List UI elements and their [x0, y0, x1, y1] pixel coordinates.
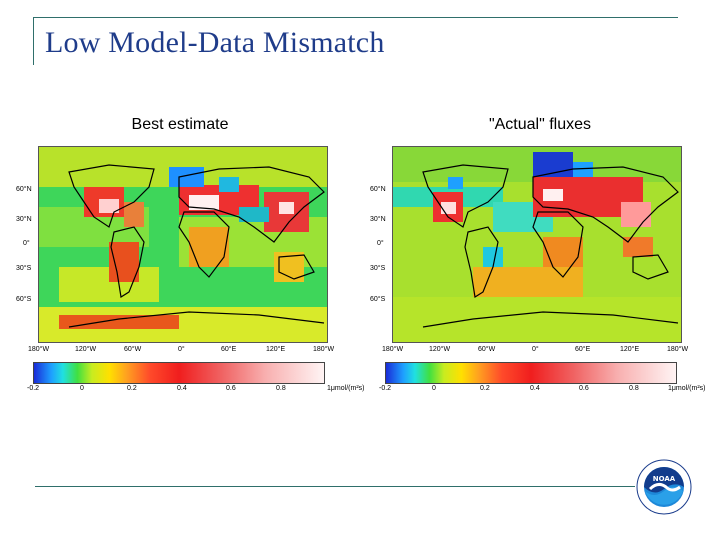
colorbar-unit: 1μmol/(m²s) [327, 385, 365, 392]
colorbar-tick: 0.6 [226, 385, 236, 392]
map-best-estimate [38, 146, 328, 343]
bottom-rule [35, 486, 635, 487]
colorbar-tick: 0.2 [480, 385, 490, 392]
lon-label: 60°W [124, 346, 142, 353]
lat-label: 0° [23, 240, 30, 247]
colorbar-actual-fluxes [385, 362, 677, 384]
lat-label: 0° [377, 240, 384, 247]
lat-label: 30°N [16, 216, 32, 223]
noaa-logo-icon: NOAA [636, 459, 692, 515]
top-rule [33, 17, 678, 18]
lon-label: 180°W [313, 346, 335, 353]
lon-label: 60°E [575, 346, 591, 353]
lon-label: 60°W [478, 346, 496, 353]
lon-label: 120°W [75, 346, 97, 353]
colorbar-tick: 0.8 [629, 385, 639, 392]
slide-title: Low Model-Data Mismatch [45, 26, 385, 59]
colorbar-unit: 1μmol/(m²s) [668, 385, 706, 392]
lat-label: 60°S [16, 296, 32, 303]
lon-label: 120°W [429, 346, 451, 353]
panel-title-best-estimate: Best estimate [131, 116, 229, 133]
lon-label: 180°W [382, 346, 404, 353]
lat-label: 60°N [370, 186, 386, 193]
colorbar-tick: 0 [80, 385, 84, 392]
colorbar-tick: 0.4 [177, 385, 187, 392]
colorbar-tick: 0.2 [127, 385, 137, 392]
lat-label: 30°S [370, 265, 386, 272]
colorbar-tick: 0.4 [530, 385, 540, 392]
title-accent-rule [33, 17, 34, 65]
lon-label: 60°E [221, 346, 237, 353]
lon-label: 180°W [667, 346, 689, 353]
lon-label: 120°E [620, 346, 640, 353]
lon-label: 180°W [28, 346, 50, 353]
colorbar-tick: 0 [432, 385, 436, 392]
lon-label: 0° [178, 346, 185, 353]
colorbar-tick: -0.2 [27, 385, 40, 392]
lon-label: 0° [532, 346, 539, 353]
colorbar-tick: 0.6 [579, 385, 589, 392]
lat-label: 30°N [370, 216, 386, 223]
panel-title-actual-fluxes: "Actual" fluxes [488, 116, 592, 133]
lon-label: 120°E [266, 346, 286, 353]
logo-text: NOAA [653, 475, 676, 483]
colorbar-tick: 0.8 [276, 385, 286, 392]
lat-label: 60°S [370, 296, 386, 303]
colorbar-best-estimate [33, 362, 325, 384]
lat-label: 60°N [16, 186, 32, 193]
colorbar-tick: -0.2 [379, 385, 392, 392]
lat-label: 30°S [16, 265, 32, 272]
map-actual-fluxes [392, 146, 682, 343]
